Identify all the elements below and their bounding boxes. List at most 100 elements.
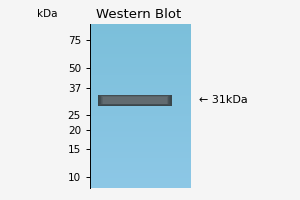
Bar [99,95,170,105]
Bar [90,122,191,124]
Bar [90,63,191,65]
Bar [98,95,172,106]
Bar [90,116,191,117]
Bar [90,168,191,170]
Bar [90,158,191,160]
Bar [90,85,191,86]
Bar [90,149,191,150]
Bar [100,95,170,105]
Bar [90,29,191,31]
Bar [90,160,191,162]
Bar [90,35,191,37]
Bar [102,96,167,104]
Bar [90,119,191,121]
Bar [90,165,191,167]
Bar [90,175,191,177]
Bar [90,101,191,103]
Bar [90,67,191,68]
Bar [90,32,191,34]
Bar [90,106,191,108]
Bar [90,163,191,165]
Bar [90,134,191,136]
Bar [90,167,191,168]
Bar [90,183,191,185]
Bar [90,52,191,54]
Bar [90,173,191,175]
Bar [90,96,191,98]
Bar [90,37,191,39]
Bar [90,31,191,32]
Bar [90,42,191,44]
Bar [90,76,191,78]
Bar [90,72,191,73]
Bar [98,95,171,105]
Bar [90,145,191,147]
Bar [90,152,191,154]
Bar [90,132,191,134]
Bar [90,49,191,50]
Bar [90,108,191,109]
Bar [90,154,191,155]
Bar [90,177,191,178]
Bar [90,81,191,83]
Bar [90,90,191,91]
Bar [90,155,191,157]
Bar [90,24,191,26]
Bar [90,126,191,127]
Bar [90,113,191,114]
Bar [90,186,191,188]
Bar [90,162,191,163]
Bar [90,55,191,57]
Bar [90,91,191,93]
Bar [90,44,191,45]
Bar [90,86,191,88]
Text: ← 31kDa: ← 31kDa [199,95,248,105]
Bar [90,131,191,132]
Bar [90,58,191,60]
Bar [103,97,167,104]
Bar [90,88,191,90]
Bar [90,26,191,27]
Bar [90,117,191,119]
Bar [90,144,191,145]
Bar [90,172,191,173]
Bar [90,137,191,139]
Bar [90,95,191,96]
Bar [90,178,191,180]
Bar [90,34,191,35]
Bar [90,68,191,70]
Bar [90,170,191,172]
Bar [90,114,191,116]
Bar [90,181,191,183]
Bar [90,185,191,186]
Bar [90,180,191,181]
Bar [90,103,191,104]
Bar [90,99,191,101]
Bar [90,136,191,137]
Bar [98,95,172,106]
Bar [90,75,191,76]
Bar [90,142,191,144]
Bar [90,70,191,72]
Title: Western Blot: Western Blot [96,8,182,21]
Bar [90,54,191,55]
Bar [90,129,191,131]
Bar [90,104,191,106]
Bar [90,139,191,140]
Bar [90,98,191,99]
Bar [90,124,191,126]
Text: kDa: kDa [37,9,57,19]
Bar [101,96,169,104]
Bar [90,62,191,63]
Bar [90,147,191,149]
Bar [90,78,191,80]
Bar [90,127,191,129]
Bar [90,121,191,122]
Bar [90,150,191,152]
Bar [90,39,191,40]
Bar [90,109,191,111]
Bar [90,47,191,49]
Bar [90,40,191,42]
Bar [90,73,191,75]
Bar [90,27,191,29]
